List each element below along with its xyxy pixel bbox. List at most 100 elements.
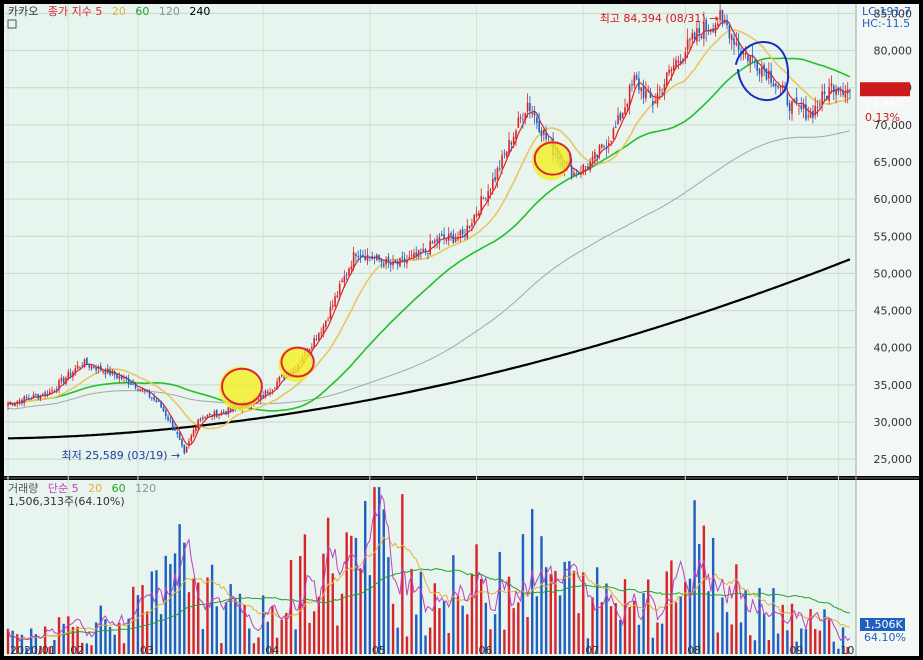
candle-body [76,365,79,369]
candle-body [280,374,283,377]
volume-bar [25,647,28,654]
legend-toggle-box[interactable] [7,19,17,29]
candle-body [610,140,612,142]
volume-bar [11,630,14,654]
candle-body [141,389,144,391]
volume-bar [238,593,242,654]
candle-body [443,234,445,239]
volume-bar [303,534,307,654]
x-tick-label: 02 [70,644,84,656]
volume-bar [108,627,112,654]
current-price-value: 74,660 [865,98,904,111]
candle-body [496,168,499,180]
candle-body [598,145,601,155]
volume-bar [173,553,177,654]
candle-body [763,64,765,70]
candle-body [72,371,74,377]
candle-body [747,55,749,62]
candle-body [408,257,411,259]
candle-body [225,411,227,415]
volume-bar [841,627,845,654]
volume-bar [517,602,520,654]
volume-bar [503,629,506,654]
candle-body [524,113,527,120]
volume-bar [776,633,780,654]
volume-bar [646,579,650,654]
candle-body [153,397,155,400]
candle-body [102,371,104,373]
volume-bar [257,637,260,654]
ma60-line [7,57,851,412]
candle-body [429,240,431,255]
candle-body [526,102,529,112]
candle-body [573,172,575,176]
candle-body [800,105,803,109]
candle-body [83,359,86,367]
candle-body [649,91,652,99]
volume-bar [266,621,269,654]
candle-body [721,9,724,24]
volume-bar [94,622,98,654]
volume-bar [837,648,840,654]
volume-bar [633,600,636,654]
candle-body [174,427,176,431]
candle-body [399,257,401,267]
candle-body [837,87,840,93]
volume-bar [368,575,372,654]
candle-body [682,59,684,61]
volume-bar [475,544,478,654]
candle-body [211,415,213,417]
candle-body [86,357,88,365]
candle-body [185,446,188,453]
candle-body [744,53,747,55]
ma5-line [7,19,851,446]
candle-body [512,136,515,144]
candle-body [431,241,434,244]
candle-body [322,325,325,335]
candle-body [795,97,798,103]
volume-bar [498,551,501,654]
candle-body [494,177,496,181]
candle-body [445,239,448,241]
candle-body [594,152,596,159]
x-tick-label: 2020/01 [10,644,56,656]
candle-body [97,366,100,370]
candle-body [422,248,425,252]
candle-body [90,365,93,369]
legend-period-20: 20 [112,5,126,18]
volume-ma60-line [7,568,851,640]
candle-body [199,418,202,421]
volume-bar [428,627,432,654]
volume-bar [716,632,719,654]
candle-body [737,41,740,50]
volume-bar [145,611,149,654]
volume-bar [401,494,404,654]
volume-bar [818,630,822,654]
candle-body [656,93,659,105]
volume-bar [767,640,771,654]
candle-body [515,130,517,140]
current-volume-pct: 64.10% [864,631,906,644]
candle-body [471,223,473,227]
candle-body [364,256,367,261]
candle-body [529,102,531,112]
volume-bar [169,564,172,654]
x-axis-labels: 2020/01 02 03 04 05 06 07 08 09 10 [10,644,854,656]
candle-body [466,225,469,239]
candle-body [260,394,262,400]
candle-body [144,389,146,392]
candle-body [703,22,705,39]
candle-body [380,259,383,263]
candle-body [25,397,28,399]
candle-body [60,377,63,382]
candle-body [338,283,341,295]
volume-bar [104,619,107,654]
candle-body [846,89,849,94]
volume-bar [642,593,645,654]
candle-body [148,391,151,398]
candle-body [478,212,480,216]
candle-body [209,413,211,416]
candle-body [48,391,51,395]
volume-bar [326,517,330,654]
volume-bar [809,609,812,654]
